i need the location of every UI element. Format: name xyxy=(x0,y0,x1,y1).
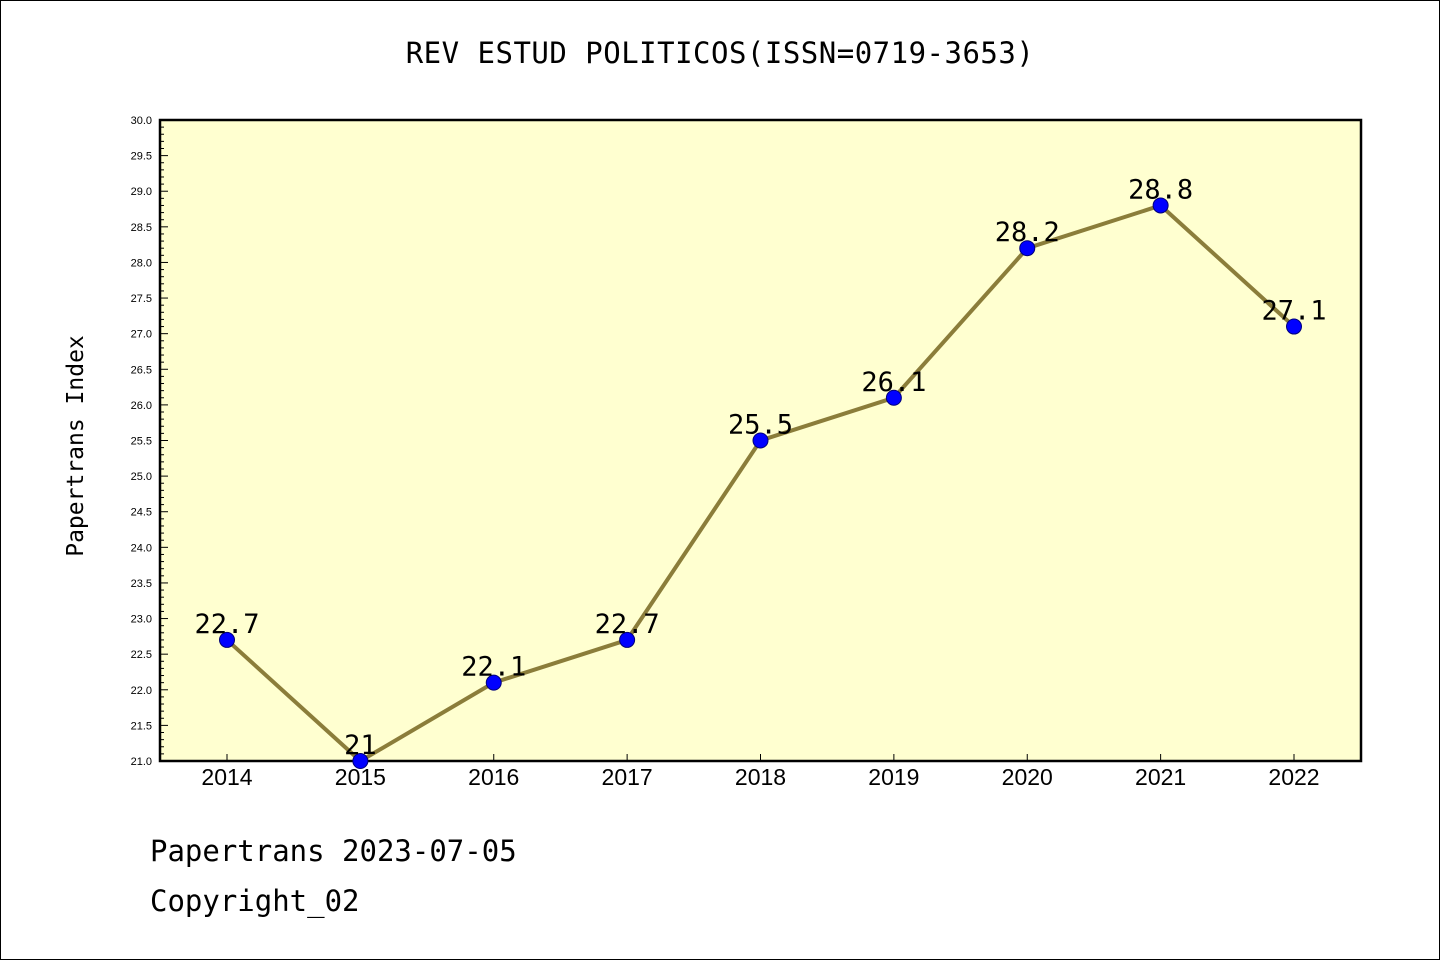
data-point xyxy=(219,631,235,648)
data-label: 27.1 xyxy=(1261,296,1326,327)
y-tick-label: 30.0 xyxy=(131,115,152,127)
y-tick-label: 29.5 xyxy=(131,151,152,163)
y-tick-label: 24.5 xyxy=(131,507,152,519)
x-tick-label: 2019 xyxy=(868,764,919,790)
y-tick-label: 23.5 xyxy=(131,578,152,590)
x-tick-label: 2014 xyxy=(201,764,252,790)
x-tick-label: 2021 xyxy=(1135,764,1186,790)
y-tick-label: 26.0 xyxy=(131,400,152,412)
x-tick-label: 2016 xyxy=(468,764,519,790)
data-label: 26.1 xyxy=(861,367,926,398)
footer-copyright: Copyright_02 xyxy=(150,884,360,918)
y-tick-label: 22.5 xyxy=(131,649,152,661)
x-tick-label: 2022 xyxy=(1268,764,1319,790)
data-label: 22.1 xyxy=(461,652,526,683)
y-tick-label: 28.0 xyxy=(131,257,152,269)
y-tick-label: 21.5 xyxy=(131,720,152,732)
y-tick-label: 23.0 xyxy=(131,614,152,626)
data-label: 22.7 xyxy=(194,609,259,640)
y-tick-label: 26.5 xyxy=(131,364,152,376)
data-point xyxy=(1152,197,1169,214)
data-label: 22.7 xyxy=(595,609,660,640)
plot-border xyxy=(158,118,1363,763)
data-point xyxy=(885,389,902,406)
data-label: 25.5 xyxy=(728,410,793,441)
y-tick-label: 27.0 xyxy=(131,329,152,341)
y-tick-label: 25.0 xyxy=(131,471,152,483)
data-point xyxy=(485,674,502,691)
data-label: 21 xyxy=(344,730,377,761)
x-tick-label: 2017 xyxy=(602,764,653,790)
chart-title: REV ESTUD POLITICOS(ISSN=0719-3653) xyxy=(405,36,1035,70)
y-tick-label: 24.0 xyxy=(131,542,152,554)
data-point xyxy=(619,631,636,648)
y-tick-label: 29.0 xyxy=(131,186,152,198)
data-point xyxy=(1019,240,1036,257)
data-label: 28.8 xyxy=(1128,174,1193,205)
y-tick-label: 27.5 xyxy=(131,293,152,305)
y-tick-label: 22.0 xyxy=(131,685,152,697)
data-point xyxy=(752,432,769,449)
footer-date: Papertrans 2023-07-05 xyxy=(150,834,517,868)
data-point xyxy=(352,753,369,769)
x-tick-label: 2020 xyxy=(1002,764,1053,790)
x-tick-label: 2018 xyxy=(735,764,786,790)
y-tick-label: 28.5 xyxy=(131,222,152,234)
y-tick-label: 25.5 xyxy=(131,436,152,448)
data-point xyxy=(1286,318,1302,335)
y-tick-label: 21.0 xyxy=(131,756,152,768)
data-label: 28.2 xyxy=(995,217,1060,248)
